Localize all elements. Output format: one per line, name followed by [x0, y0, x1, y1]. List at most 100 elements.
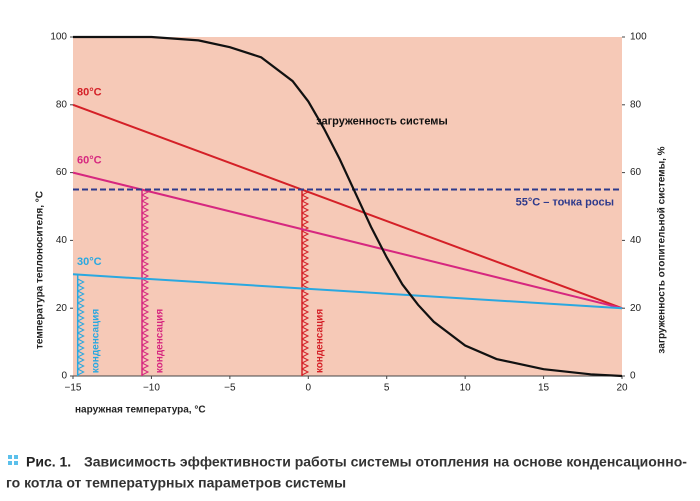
y-axis-label: температура теплоносителя, °C: [35, 191, 46, 349]
condensation-arrow: [301, 332, 310, 340]
condensation-arrow: [301, 254, 310, 262]
y2-tick-label: 40: [630, 235, 642, 246]
caption-line: Зависимость эффективности работы системы…: [84, 454, 687, 470]
condensation-arrow: [141, 326, 150, 334]
caption-line: го котла от температурных параметров сис…: [6, 475, 346, 491]
condensation-arrow: [141, 332, 150, 340]
condensation-arrow: [301, 266, 310, 274]
condensation-arrow: [301, 326, 310, 334]
condensation-arrow: [77, 368, 85, 376]
condensation-arrow: [141, 320, 150, 328]
condensation-arrow: [141, 368, 150, 376]
condensation-arrow: [301, 338, 310, 346]
y2-axis-label: загруженность отопительной системы, %: [657, 146, 668, 353]
condensation-arrow: [77, 296, 85, 304]
bullet: [8, 455, 12, 459]
condensation-arrow: [301, 278, 310, 286]
condensation-arrow: [77, 356, 85, 364]
condensation-arrow: [141, 290, 150, 298]
y2-tick-label: 60: [630, 167, 642, 178]
series-label: 55°C – точка росы: [516, 196, 614, 208]
condensation-arrow: [301, 302, 310, 310]
y2-tick-label: 100: [630, 32, 647, 43]
condensation-arrow: [141, 338, 150, 346]
condensation-label: конденсация: [315, 309, 326, 374]
series-line: [73, 35, 623, 378]
condensation-arrow: [141, 236, 150, 244]
condensation-arrow: [301, 314, 310, 322]
condensation-arrow: [301, 218, 310, 226]
condensation-arrow: [301, 368, 310, 376]
condensation-arrow: [77, 308, 85, 316]
condensation-arrow: [141, 356, 150, 364]
x-axis-label: наружная температура, °C: [75, 405, 206, 416]
bullet: [14, 461, 18, 465]
condensation-arrow: [77, 362, 85, 370]
condensation-arrow: [141, 278, 150, 286]
condensation-arrow: [77, 326, 85, 334]
x-tick-label: 15: [538, 383, 550, 394]
series-line: [72, 103, 623, 310]
condensation-arrow: [141, 314, 150, 322]
x-tick-label: 0: [306, 383, 312, 394]
condensation-arrow: [77, 278, 85, 286]
condensation-arrow: [141, 362, 150, 370]
series-label: 30°C: [77, 256, 102, 268]
condensation-arrow: [141, 284, 150, 292]
condensation-arrow: [301, 272, 310, 280]
condensation-arrow: [141, 194, 150, 202]
condensation-arrow: [141, 218, 150, 226]
series-line: [72, 273, 623, 310]
condensation-arrow: [301, 344, 310, 352]
series-label: 60°C: [77, 155, 102, 167]
condensation-arrow: [141, 200, 150, 208]
bullet: [8, 461, 12, 465]
condensation-arrow: [141, 302, 150, 310]
condensation-arrow: [141, 350, 150, 358]
condensation-arrow: [301, 308, 310, 316]
x-tick-label: −15: [65, 383, 82, 394]
condensation-arrow: [301, 248, 310, 256]
y-tick-label: 40: [56, 235, 68, 246]
condensation-arrow: [141, 266, 150, 274]
condensation-arrow: [141, 296, 150, 304]
condensation-arrow: [301, 200, 310, 208]
x-tick-label: −10: [143, 383, 160, 394]
condensation-arrow: [301, 320, 310, 328]
condensation-arrow: [301, 362, 310, 370]
x-tick-label: 5: [384, 383, 390, 394]
condensation-arrow: [301, 212, 310, 220]
condensation-arrow: [301, 296, 310, 304]
condensation-arrow: [141, 248, 150, 256]
bullet: [14, 455, 18, 459]
condensation-arrow: [301, 236, 310, 244]
condensation-arrow: [77, 290, 85, 298]
condensation-arrow: [141, 212, 150, 220]
series-label: загруженность системы: [316, 116, 448, 128]
condensation-arrow: [301, 260, 310, 268]
condensation-arrow: [77, 332, 85, 340]
condensation-arrow: [77, 338, 85, 346]
condensation-arrow: [141, 224, 150, 232]
condensation-arrow: [141, 230, 150, 238]
y-tick-label: 80: [56, 99, 68, 110]
x-tick-label: −5: [224, 383, 236, 394]
condensation-arrow: [141, 206, 150, 214]
condensation-arrow: [301, 356, 310, 364]
y2-tick-label: 0: [630, 371, 636, 382]
condensation-arrow: [301, 230, 310, 238]
condensation-arrow: [301, 350, 310, 358]
condensation-arrow: [141, 344, 150, 352]
condensation-arrow: [141, 260, 150, 268]
condensation-arrow: [301, 194, 310, 202]
condensation-arrow: [77, 302, 85, 310]
condensation-arrow: [77, 314, 85, 322]
condensation-arrow: [141, 242, 150, 250]
y-tick-label: 60: [56, 167, 68, 178]
condensation-arrow: [77, 350, 85, 358]
condensation-arrow: [301, 290, 310, 298]
y-tick-label: 0: [61, 371, 67, 382]
condensation-arrow: [77, 284, 85, 292]
condensation-arrow: [77, 344, 85, 352]
